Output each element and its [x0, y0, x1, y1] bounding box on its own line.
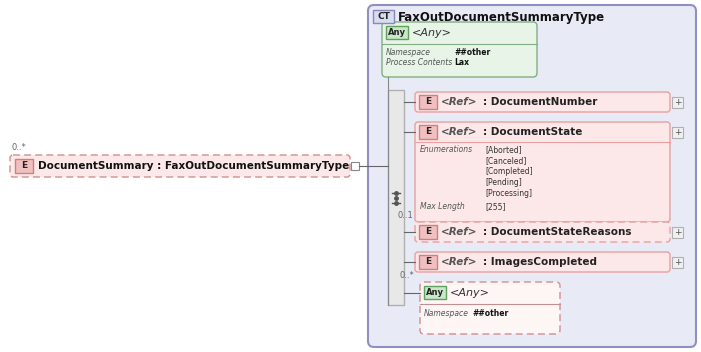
Text: +: + [674, 258, 681, 267]
Text: +: + [674, 128, 681, 137]
Text: CT: CT [377, 12, 390, 21]
Bar [672, 127, 683, 138]
Text: [Processing]: [Processing] [485, 189, 532, 198]
Text: DocumentSummary : FaxOutDocumentSummaryType: DocumentSummary : FaxOutDocumentSummaryT… [38, 161, 349, 171]
FancyBboxPatch shape [415, 252, 670, 272]
Text: +: + [674, 98, 681, 107]
Text: Namespace: Namespace [386, 48, 431, 57]
FancyBboxPatch shape [415, 222, 670, 242]
FancyBboxPatch shape [415, 92, 670, 112]
Text: [255]: [255] [485, 202, 505, 211]
Text: E: E [425, 227, 431, 237]
Text: E: E [425, 258, 431, 266]
Text: E: E [425, 98, 431, 107]
FancyBboxPatch shape [382, 22, 537, 77]
Text: Namespace: Namespace [424, 309, 469, 318]
Text: Process Contents: Process Contents [386, 58, 452, 67]
Text: Enumerations: Enumerations [420, 145, 473, 154]
FancyBboxPatch shape [368, 5, 696, 347]
Text: Any: Any [388, 28, 406, 37]
Text: <Any>: <Any> [412, 28, 452, 38]
Bar [15, 159, 33, 173]
Text: ##other: ##other [454, 48, 490, 57]
Text: <Any>: <Any> [450, 288, 490, 298]
Text: : DocumentStateReasons: : DocumentStateReasons [483, 227, 632, 237]
Text: Max Length: Max Length [420, 202, 465, 211]
FancyBboxPatch shape [10, 155, 350, 177]
Text: <Ref>: <Ref> [441, 257, 477, 267]
Bar [672, 97, 683, 108]
Text: Lax: Lax [454, 58, 469, 67]
Text: [Completed]: [Completed] [485, 167, 533, 176]
Text: <Ref>: <Ref> [441, 227, 477, 237]
Bar [672, 257, 683, 268]
Text: : DocumentState: : DocumentState [483, 127, 583, 137]
Bar [419, 255, 437, 269]
Bar [388, 90, 404, 305]
Bar [351, 162, 359, 170]
Text: <Ref>: <Ref> [441, 97, 477, 107]
Text: ##other: ##other [472, 309, 508, 318]
Text: : ImagesCompleted: : ImagesCompleted [483, 257, 597, 267]
Bar [672, 227, 683, 238]
Text: : DocumentNumber: : DocumentNumber [483, 97, 597, 107]
Bar [419, 95, 437, 109]
Text: [Pending]: [Pending] [485, 178, 522, 187]
Bar [386, 26, 408, 39]
Text: FaxOutDocumentSummaryType: FaxOutDocumentSummaryType [398, 11, 605, 24]
Text: 0..1: 0..1 [397, 211, 413, 220]
Text: Any: Any [426, 288, 444, 297]
Bar [373, 10, 394, 23]
Text: [Canceled]: [Canceled] [485, 156, 526, 165]
FancyBboxPatch shape [415, 122, 670, 222]
Text: 0..*: 0..* [12, 143, 27, 152]
Bar [419, 125, 437, 139]
Bar [419, 225, 437, 239]
Bar [424, 286, 446, 299]
Text: 0..*: 0..* [400, 271, 415, 280]
Text: [Aborted]: [Aborted] [485, 145, 522, 154]
Text: +: + [674, 228, 681, 237]
FancyBboxPatch shape [420, 282, 560, 334]
Text: E: E [21, 162, 27, 170]
Text: <Ref>: <Ref> [441, 127, 477, 137]
Text: E: E [425, 127, 431, 137]
